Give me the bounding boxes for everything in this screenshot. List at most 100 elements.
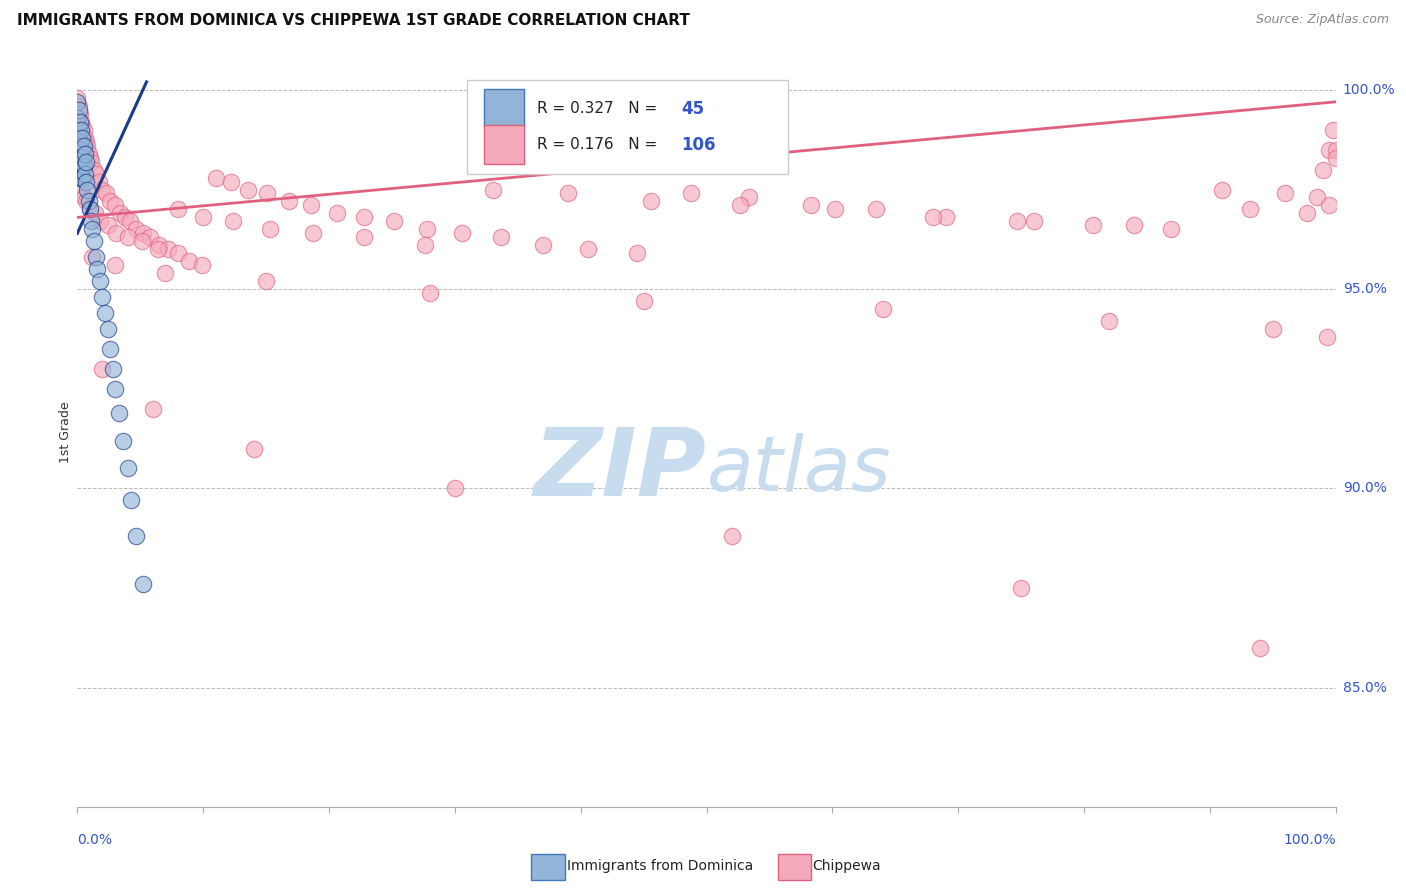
Point [1261, 322, 1284, 336]
Point [301, 227, 323, 241]
Point [1295, 206, 1317, 220]
Point [1312, 162, 1334, 177]
Point [132, 577, 155, 591]
Point [91, 362, 114, 376]
Text: Chippewa: Chippewa [813, 859, 882, 873]
FancyBboxPatch shape [484, 126, 524, 164]
Point [84, 250, 107, 264]
Point [80, 154, 103, 169]
Point [84, 206, 107, 220]
Text: 0.0%: 0.0% [77, 833, 112, 847]
Point [254, 274, 277, 288]
Point [91, 182, 114, 196]
Point [1160, 222, 1182, 236]
Point [72, 151, 94, 165]
Point [824, 202, 846, 217]
Point [104, 258, 127, 272]
Point [67, 162, 90, 177]
Point [77, 194, 100, 209]
Point [720, 529, 742, 543]
Point [325, 206, 347, 220]
Point [69, 151, 91, 165]
Point [738, 190, 761, 204]
Point [139, 230, 162, 244]
Point [865, 202, 887, 217]
Point [79, 202, 101, 217]
Point [179, 254, 201, 268]
Text: 95.0%: 95.0% [1343, 282, 1386, 296]
Point [259, 222, 281, 236]
Point [191, 211, 215, 225]
Point [1081, 219, 1104, 233]
Point [66, 95, 89, 109]
Point [66, 111, 89, 125]
Text: 90.0%: 90.0% [1343, 482, 1386, 495]
Point [75, 175, 97, 189]
FancyBboxPatch shape [484, 89, 524, 128]
Point [94, 306, 117, 320]
Point [222, 214, 245, 228]
Point [82, 222, 104, 236]
Point [256, 186, 278, 201]
Point [67, 99, 90, 113]
Point [120, 214, 142, 228]
Point [1324, 143, 1347, 157]
Point [730, 198, 752, 212]
Point [67, 122, 90, 136]
Point [299, 198, 322, 212]
Point [114, 211, 136, 225]
Point [91, 290, 114, 304]
Point [96, 322, 118, 336]
Point [277, 194, 299, 209]
Point [219, 175, 242, 189]
Point [242, 442, 264, 456]
Point [108, 406, 131, 420]
Point [132, 227, 155, 241]
Point [148, 238, 170, 252]
Point [155, 266, 177, 280]
Point [1123, 219, 1146, 233]
Point [626, 246, 648, 260]
Point [66, 154, 89, 169]
Point [531, 238, 554, 252]
Point [1319, 143, 1341, 157]
Text: IMMIGRANTS FROM DOMINICA VS CHIPPEWA 1ST GRADE CORRELATION CHART: IMMIGRANTS FROM DOMINICA VS CHIPPEWA 1ST… [17, 13, 690, 29]
Point [66, 91, 89, 105]
Point [167, 202, 190, 217]
Point [1322, 122, 1344, 136]
Point [481, 182, 503, 196]
Point [125, 529, 148, 543]
Point [69, 170, 91, 185]
Point [419, 286, 441, 301]
Point [79, 151, 101, 165]
Point [69, 135, 91, 149]
Point [75, 194, 97, 209]
Point [384, 214, 406, 228]
Point [120, 493, 142, 508]
Point [111, 434, 134, 448]
Point [451, 227, 474, 241]
Point [84, 167, 107, 181]
Point [66, 130, 89, 145]
Point [1274, 186, 1296, 201]
Point [104, 382, 127, 396]
Point [70, 162, 93, 177]
Point [104, 198, 127, 212]
Text: ZIP: ZIP [534, 424, 707, 516]
Point [70, 114, 93, 128]
Point [72, 122, 94, 136]
Point [70, 182, 93, 196]
Point [73, 130, 96, 145]
Point [167, 246, 190, 260]
Point [96, 219, 118, 233]
Point [1249, 640, 1271, 655]
Point [83, 162, 105, 177]
Point [105, 227, 128, 241]
Point [922, 211, 945, 225]
Point [872, 301, 894, 316]
Point [491, 230, 513, 244]
Point [72, 190, 94, 204]
Point [1239, 202, 1261, 217]
Point [800, 198, 823, 212]
Point [681, 186, 703, 201]
